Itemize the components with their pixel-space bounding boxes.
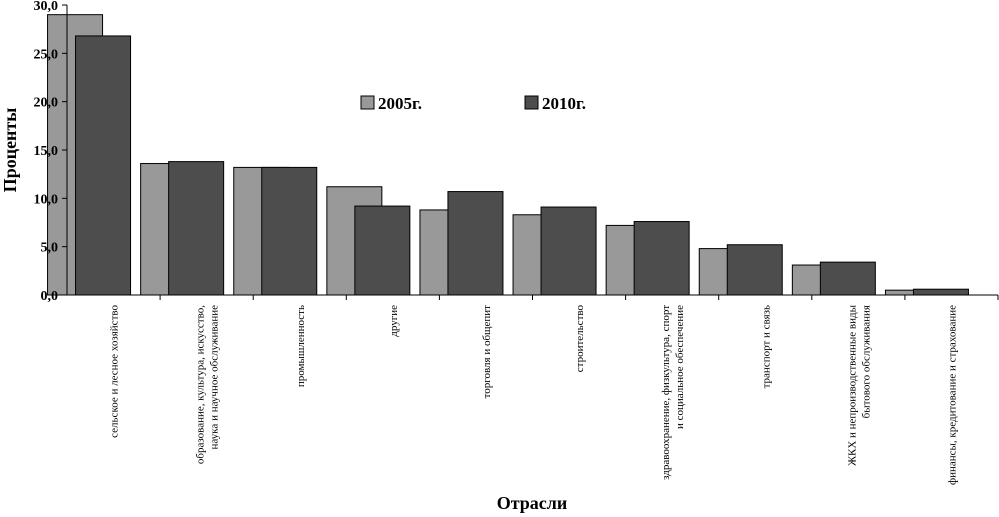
bar-2010-5 [540,206,597,296]
y-tick-label: 25,0 [34,47,59,62]
y-tick-label: 30,0 [34,0,59,14]
legend-swatch-1 [524,95,539,110]
category-label: другие [388,305,400,337]
x-ticks [159,295,999,300]
y-tick-label: 20,0 [34,96,59,111]
y-axis-title: Проценты [0,108,20,193]
y-tick-label: 10,0 [34,192,59,207]
bar-2010-6 [633,221,690,296]
category-label: и социальное обеспечение [674,305,686,429]
bar-2010-4 [447,191,504,296]
bar-2010-7 [726,244,783,296]
category-label: торговля и общепит [481,305,493,399]
category-labels: сельское и лесное хозяйство образование, … [109,304,959,485]
bar-2010-1 [168,161,225,296]
category-label: ЖКХ и непроизводственные виды [846,304,858,465]
legend: 2005г. 2010г. [360,94,586,113]
category-label: бытового обслуживания [860,305,872,418]
bar-2010-2 [261,166,318,296]
category-label: транспорт и связь [760,305,772,388]
category-label: строительство [574,305,586,373]
category-label: сельское и лесное хозяйство [109,305,121,438]
bar-2010-9 [912,288,969,296]
x-axis-title: Отрасли [497,493,568,513]
bar-2010-8 [819,261,876,296]
category-label: образование, культура, искусство, [195,305,207,464]
bars-layer [47,14,969,296]
category-label: здравоохранение, физкультура, спорт [660,305,672,480]
category-label: финансы, кредитование и страхование [946,305,958,485]
y-ticks: 0,0 5,0 10,0 15,0 20,0 25,0 30,0 [34,0,67,304]
category-label: наука и научное обслуживание [209,305,221,450]
y-tick-label: 5,0 [41,241,59,256]
category-label: промышленность [295,305,307,387]
bar-2010-0 [75,35,132,296]
y-tick-label: 0,0 [41,289,59,304]
legend-label-1: 2010г. [542,94,586,113]
legend-label-0: 2005г. [378,94,422,113]
y-tick-label: 15,0 [34,144,59,159]
legend-swatch-0 [360,95,375,110]
bar-2010-3 [354,205,411,296]
